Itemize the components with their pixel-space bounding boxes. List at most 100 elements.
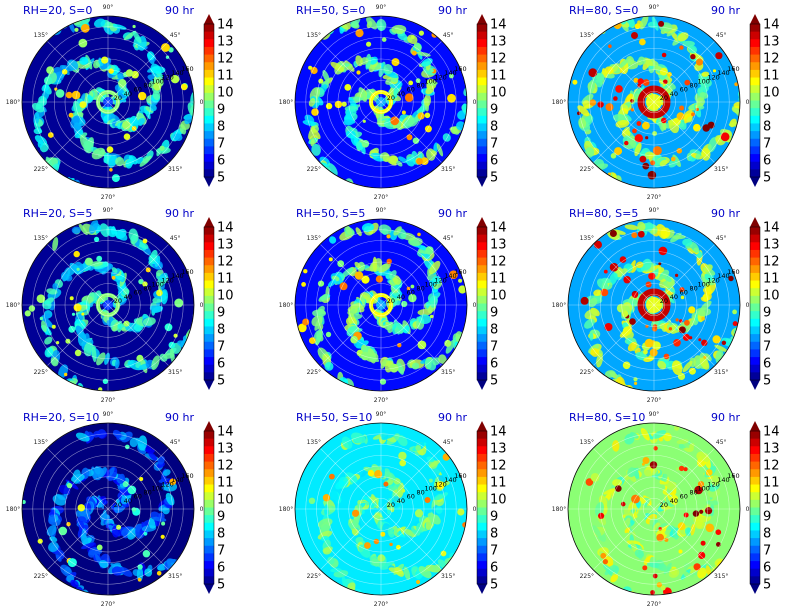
convective-cell bbox=[80, 23, 90, 33]
radial-tick-label: 160 bbox=[181, 472, 193, 480]
radial-tick-label: 100 bbox=[697, 280, 709, 288]
angular-gridline bbox=[107, 40, 170, 103]
colorbar-segment bbox=[477, 24, 487, 33]
panel-title: RH=20, S=0 bbox=[23, 4, 92, 17]
convective-cell bbox=[111, 275, 116, 280]
colorbar-tick-label: 7 bbox=[217, 137, 225, 152]
convective-cell bbox=[74, 27, 79, 32]
angular-gridline bbox=[592, 243, 655, 306]
convective-cell bbox=[142, 550, 151, 558]
angular-gridline bbox=[592, 304, 655, 367]
colorbar-segment bbox=[204, 257, 214, 266]
colorbar-tick-label: 11 bbox=[490, 476, 507, 491]
colorbar-segment bbox=[477, 234, 487, 243]
rainband-cell bbox=[49, 536, 58, 543]
rainband-cell bbox=[311, 315, 323, 327]
rainband-cell bbox=[41, 84, 50, 92]
rainband-cell bbox=[142, 317, 156, 326]
rainband-cell bbox=[52, 494, 66, 506]
angular-gridline bbox=[46, 508, 109, 571]
colorbar-segment bbox=[204, 553, 214, 562]
colorbar-segment bbox=[750, 295, 760, 304]
rainband-cell bbox=[668, 159, 678, 168]
colorbar-tick-label: 7 bbox=[763, 340, 771, 355]
radial-tick-label: 20 bbox=[387, 297, 395, 305]
colorbar-segment bbox=[477, 288, 487, 297]
colorbar-segment bbox=[204, 507, 214, 516]
rainband-cell bbox=[427, 81, 438, 86]
angular-gridline bbox=[592, 447, 655, 510]
colorbar-segment bbox=[204, 461, 214, 470]
rainband-cell bbox=[378, 61, 386, 78]
convective-cell bbox=[644, 338, 654, 348]
angular-gridline bbox=[380, 101, 443, 164]
rainband-cell bbox=[311, 143, 321, 156]
convective-cell bbox=[624, 140, 629, 146]
convective-cell bbox=[637, 230, 645, 238]
rainband-cell bbox=[335, 480, 345, 490]
angle-tick-label: 45° bbox=[170, 439, 181, 446]
convective-cell bbox=[36, 294, 46, 304]
convective-cell bbox=[76, 267, 80, 271]
rainband-cell bbox=[72, 469, 81, 484]
convective-cell bbox=[65, 91, 73, 99]
angle-tick-label: 45° bbox=[716, 439, 727, 446]
rainband-cell bbox=[596, 353, 603, 368]
convective-cell bbox=[668, 327, 673, 331]
convective-cell bbox=[383, 481, 389, 487]
rainband-cell bbox=[700, 300, 712, 311]
rainband-cell bbox=[596, 278, 609, 290]
colorbar-tick-label: 12 bbox=[217, 459, 234, 474]
rainband-cell bbox=[592, 525, 602, 539]
convective-cell bbox=[308, 65, 313, 70]
convective-cell bbox=[325, 102, 333, 110]
colorbar-tick-label: 11 bbox=[490, 69, 507, 84]
colorbar-segment bbox=[477, 438, 487, 447]
convective-cell bbox=[22, 500, 26, 504]
rainband-cell bbox=[380, 561, 395, 570]
colorbar-tick-label: 11 bbox=[490, 272, 507, 287]
colorbar-segment bbox=[204, 280, 214, 289]
convective-cell bbox=[603, 269, 608, 274]
radial-tick-label: 160 bbox=[727, 472, 739, 480]
convective-cell bbox=[693, 123, 701, 132]
convective-cell bbox=[589, 99, 597, 106]
rainband-cell bbox=[190, 103, 194, 116]
rainband-cell bbox=[354, 261, 361, 269]
convective-cell bbox=[658, 262, 662, 266]
colorbar-tick-label: 10 bbox=[217, 493, 234, 508]
rainband-cell bbox=[630, 542, 638, 553]
rainband-cell bbox=[113, 429, 122, 439]
radial-tick-label: 40 bbox=[670, 293, 678, 301]
convective-cell bbox=[632, 128, 637, 134]
colorbar-segment bbox=[477, 85, 487, 94]
rainband-cell bbox=[91, 346, 97, 363]
rainband-cell bbox=[672, 235, 686, 240]
convective-cell bbox=[354, 271, 364, 280]
convective-cell bbox=[683, 512, 689, 518]
convective-cell bbox=[614, 147, 623, 156]
convective-cell bbox=[116, 524, 122, 530]
colorbar-segment bbox=[477, 341, 487, 350]
angle-tick-label: 180° bbox=[279, 506, 293, 513]
convective-cell bbox=[721, 340, 727, 345]
panel-title: RH=50, S=10 bbox=[296, 411, 372, 424]
rainband-cell bbox=[46, 525, 57, 537]
convective-cell bbox=[396, 544, 401, 550]
radial-tick-label: 140 bbox=[717, 476, 729, 484]
rainband-cell bbox=[418, 314, 432, 325]
angle-tick-label: 225° bbox=[580, 166, 594, 173]
colorbar-tick-label: 8 bbox=[217, 323, 225, 338]
radial-tick-label: 40 bbox=[397, 293, 405, 301]
convective-cell bbox=[694, 485, 703, 495]
angle-tick-label: 315° bbox=[714, 166, 728, 173]
colorbar-tick-label: 6 bbox=[217, 357, 225, 372]
convective-cell bbox=[401, 110, 406, 115]
colorbar-segment bbox=[204, 561, 214, 570]
rainband-cell bbox=[323, 547, 332, 555]
rainband-cell bbox=[70, 579, 79, 588]
convective-cell bbox=[322, 494, 331, 502]
angle-tick-label: 225° bbox=[580, 369, 594, 376]
angle-tick-label: 135° bbox=[307, 32, 321, 39]
convective-cell bbox=[386, 234, 391, 239]
